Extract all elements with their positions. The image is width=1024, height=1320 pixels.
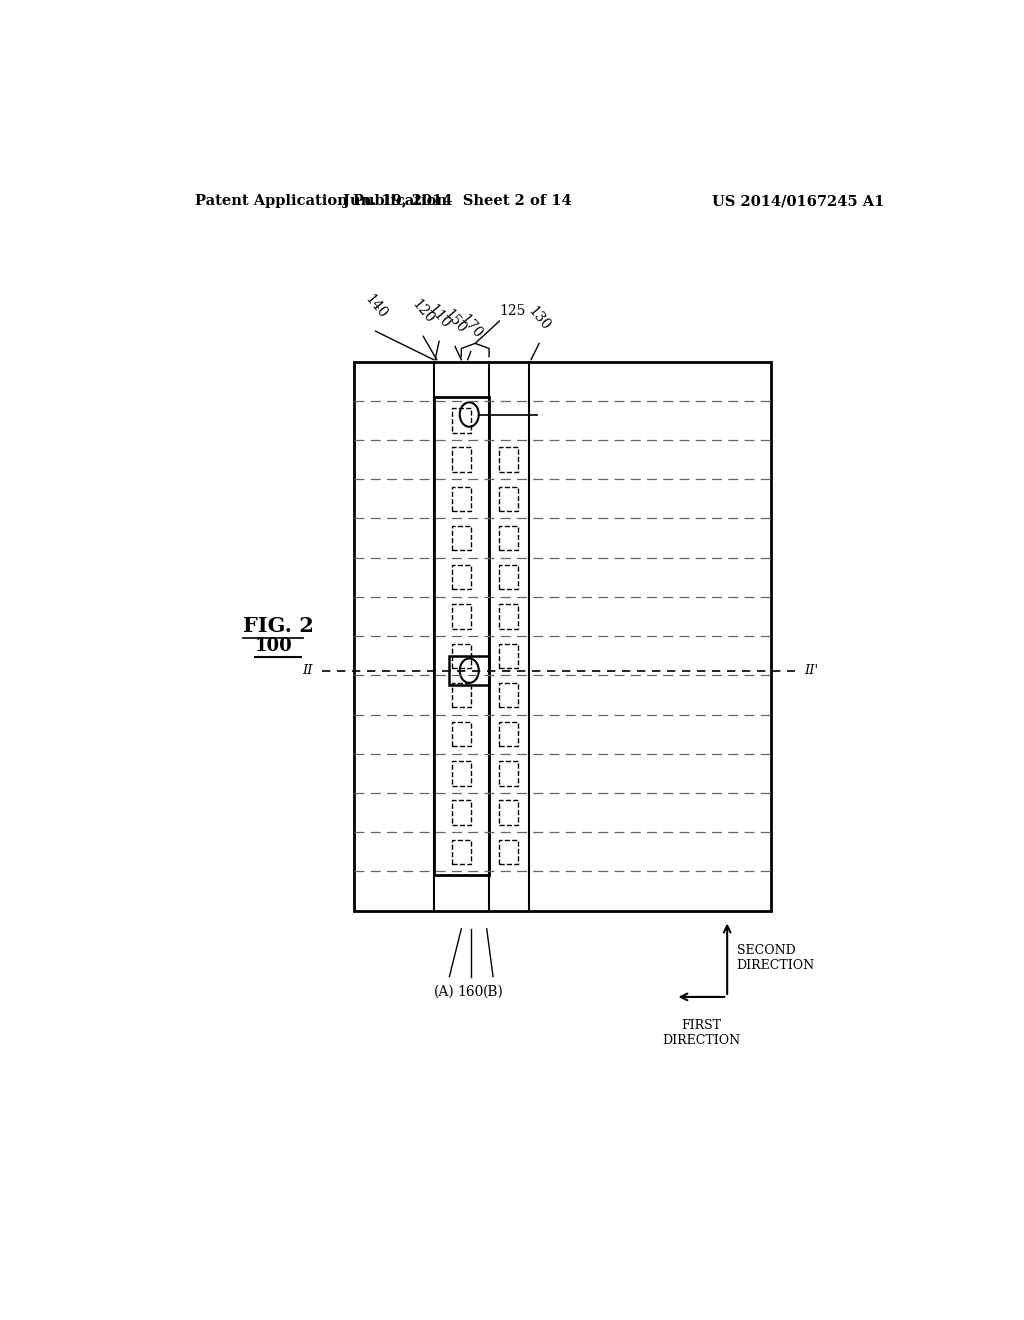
Bar [452, 682, 471, 708]
Bar [500, 644, 518, 668]
Bar [452, 525, 471, 550]
Text: 170: 170 [457, 312, 484, 342]
Bar [452, 644, 471, 668]
Text: 120: 120 [410, 297, 437, 326]
Bar [500, 840, 518, 863]
Bar [354, 362, 771, 911]
Text: FIG. 2: FIG. 2 [243, 616, 314, 636]
Bar [452, 800, 471, 825]
Text: 130: 130 [525, 304, 553, 333]
Text: 100: 100 [255, 638, 293, 655]
Bar [500, 525, 518, 550]
Bar [500, 487, 518, 511]
Text: (B): (B) [482, 985, 504, 999]
Bar [452, 487, 471, 511]
Bar [500, 800, 518, 825]
Text: 160: 160 [458, 985, 484, 999]
Bar [452, 447, 471, 471]
Bar [450, 656, 489, 685]
Text: 110: 110 [425, 302, 453, 331]
Text: II: II [302, 664, 313, 677]
Bar [452, 408, 471, 433]
Text: Patent Application Publication: Patent Application Publication [196, 194, 447, 209]
Bar [433, 397, 489, 875]
Bar [500, 447, 518, 471]
Text: 140: 140 [361, 292, 389, 321]
Bar [500, 605, 518, 628]
Bar [500, 565, 518, 590]
Bar [452, 840, 471, 863]
Text: II': II' [804, 664, 818, 677]
Text: 125: 125 [500, 304, 525, 318]
Text: (A): (A) [433, 985, 455, 999]
Text: Jun. 19, 2014  Sheet 2 of 14: Jun. 19, 2014 Sheet 2 of 14 [343, 194, 571, 209]
Bar [452, 605, 471, 628]
Bar [452, 722, 471, 746]
Bar [500, 722, 518, 746]
Bar [452, 565, 471, 590]
Bar [452, 762, 471, 785]
Text: SECOND
DIRECTION: SECOND DIRECTION [736, 944, 815, 973]
Bar [500, 762, 518, 785]
Text: FIRST
DIRECTION: FIRST DIRECTION [662, 1019, 740, 1047]
Bar [500, 682, 518, 708]
Text: 150: 150 [441, 308, 469, 337]
Text: US 2014/0167245 A1: US 2014/0167245 A1 [713, 194, 885, 209]
